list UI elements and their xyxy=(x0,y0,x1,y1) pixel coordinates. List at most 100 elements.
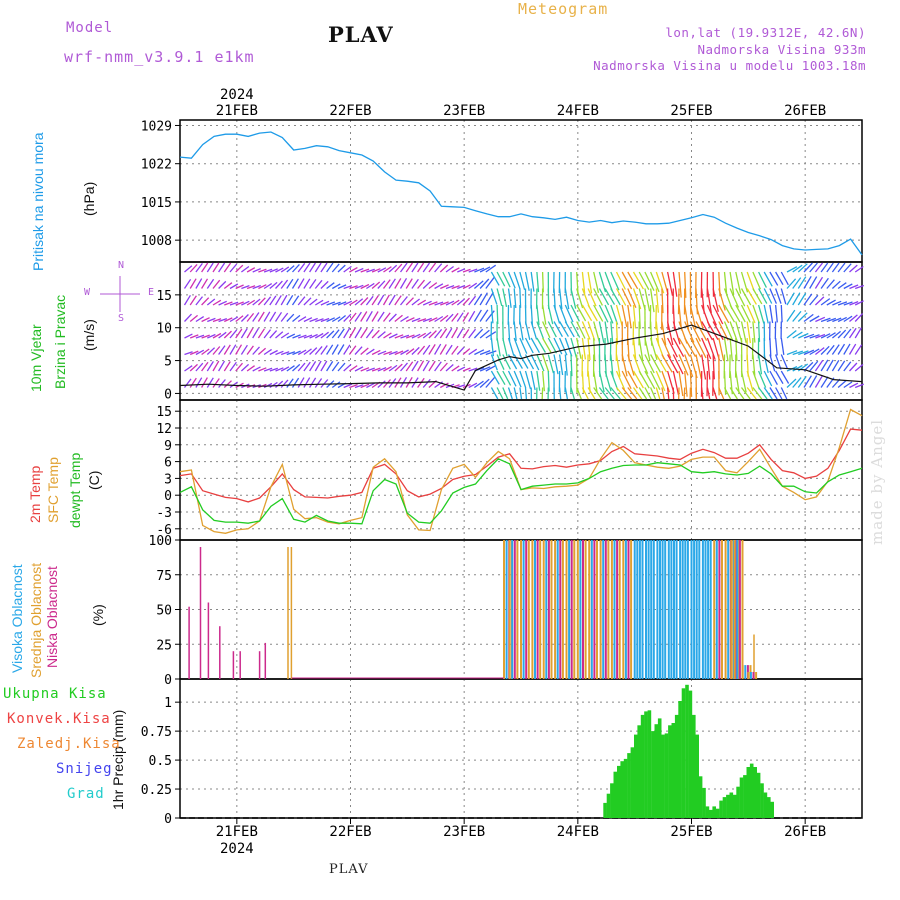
wind-barb xyxy=(610,288,621,306)
wind-barb xyxy=(553,288,556,310)
wind-barb xyxy=(610,370,619,391)
wind-barb xyxy=(411,278,419,289)
wind-barb xyxy=(615,387,627,400)
wind-barb xyxy=(826,299,836,306)
wind-barb xyxy=(803,375,812,388)
wind-barb xyxy=(280,379,289,388)
wind-barb xyxy=(519,271,526,290)
wind-barb xyxy=(553,354,559,375)
wind-barb xyxy=(399,262,408,273)
y-tick-label: 0.25 xyxy=(141,783,172,798)
wind-barb xyxy=(224,301,233,306)
wind-barb xyxy=(212,378,220,388)
wind-barb xyxy=(536,321,545,339)
wind-barb xyxy=(445,364,454,372)
precip-bar xyxy=(763,792,768,818)
wind-barb xyxy=(314,378,323,388)
wind-barb xyxy=(547,337,558,354)
wind-barb xyxy=(718,288,726,311)
wind-barb xyxy=(763,370,773,387)
wind-barb xyxy=(684,354,694,378)
compass-e: E xyxy=(148,287,155,298)
date-label-top: 24FEB xyxy=(557,103,599,119)
wind-barb xyxy=(598,387,609,400)
wind-barb xyxy=(434,343,442,355)
wind-barb xyxy=(456,298,465,306)
wind-barb xyxy=(775,271,784,286)
wind-barb xyxy=(371,295,379,306)
precip-bar xyxy=(705,806,710,818)
wind-barb xyxy=(360,297,369,306)
wind-barb xyxy=(683,387,686,400)
wind-barb xyxy=(451,327,458,339)
wind-barb xyxy=(507,321,511,342)
wind-barb xyxy=(644,354,655,374)
wind-barb xyxy=(701,387,704,400)
wind-barb xyxy=(183,378,192,388)
wind-barb xyxy=(263,367,273,372)
precip-bar xyxy=(620,761,624,818)
wind-barb xyxy=(849,264,858,273)
wind-barb xyxy=(212,279,221,289)
wind-barb xyxy=(371,349,381,356)
wind-barb xyxy=(712,387,718,400)
wind-barb xyxy=(440,284,449,290)
precip-bar xyxy=(698,776,703,818)
wind-barb xyxy=(496,354,505,370)
wind-barb xyxy=(507,271,516,289)
wind-barb xyxy=(854,383,864,389)
wind-barb xyxy=(241,300,250,306)
wind-barb xyxy=(479,349,491,356)
wind-barb xyxy=(474,380,484,389)
wind-barb xyxy=(479,309,489,322)
wind-barb xyxy=(820,359,829,372)
wind-barb xyxy=(815,333,826,339)
wind-barb xyxy=(815,316,826,323)
wind-barb xyxy=(547,370,550,392)
wind-barb xyxy=(854,300,864,306)
wind-barb xyxy=(547,321,557,338)
wind-barb xyxy=(735,304,746,323)
wind-barb xyxy=(422,378,431,388)
wind-barb xyxy=(269,281,278,289)
wind-barb xyxy=(292,363,301,372)
wind-barb xyxy=(843,301,853,306)
wind-barb xyxy=(383,350,393,356)
wind-barb xyxy=(843,283,853,290)
wind-barb xyxy=(502,337,508,357)
wind-barb xyxy=(644,271,655,291)
wind-barb xyxy=(184,313,192,322)
wind-barb xyxy=(257,297,266,306)
wind-barb xyxy=(388,333,398,339)
wind-barb xyxy=(445,313,454,322)
wind-barb xyxy=(297,349,307,356)
wind-barb xyxy=(570,304,580,322)
wind-barb xyxy=(240,344,248,355)
wind-barb xyxy=(803,313,814,323)
wind-barb xyxy=(706,387,711,400)
wind-barb xyxy=(530,321,538,340)
wind-barb xyxy=(740,387,751,400)
wind-barb xyxy=(854,363,864,372)
wind-barb xyxy=(326,262,334,273)
date-label-bottom: 23FEB xyxy=(443,824,485,840)
wind-barb xyxy=(666,387,670,400)
wind-barb xyxy=(729,304,741,323)
wind-barb xyxy=(718,337,725,362)
wind-barb xyxy=(269,381,278,389)
wind-barb xyxy=(218,262,226,273)
wind-barb xyxy=(468,268,478,273)
y-tick-label: 10 xyxy=(156,322,172,337)
wind-barb xyxy=(615,304,623,327)
y-tick-label: 75 xyxy=(156,569,172,584)
wind-barb xyxy=(672,354,684,375)
wind-barb xyxy=(252,284,261,290)
wind-barb xyxy=(388,364,398,372)
wind-barb xyxy=(303,377,311,388)
wind-barb xyxy=(417,318,427,323)
wind-barb xyxy=(309,262,316,273)
wind-barb xyxy=(297,334,307,339)
wind-barb xyxy=(712,321,724,341)
wind-barb xyxy=(332,301,341,306)
temp-dewpt-line xyxy=(179,458,863,525)
